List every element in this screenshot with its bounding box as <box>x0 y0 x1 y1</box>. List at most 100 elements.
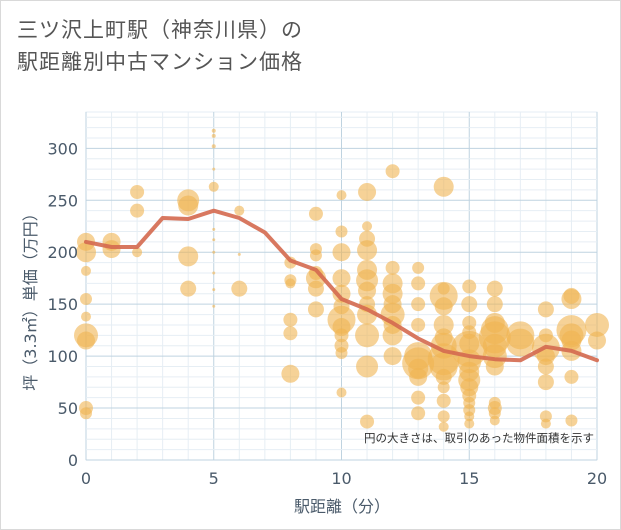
trend-layer <box>84 208 599 363</box>
bubble-point <box>437 410 450 423</box>
bubble-point <box>436 393 451 408</box>
chart-title-line-2: 駅距離別中古マンション価格 <box>17 50 303 74</box>
bubble-point <box>212 238 216 242</box>
bubble-point <box>332 284 351 303</box>
bubble-point <box>234 205 245 216</box>
y-tick-label: 150 <box>47 295 78 314</box>
bubble-point <box>231 280 248 297</box>
x-axis-label: 駅距離（分） <box>294 497 390 516</box>
bubble-point <box>435 368 452 385</box>
bubble-point <box>335 347 348 360</box>
bubble-point <box>485 357 504 376</box>
trend-line <box>84 208 599 363</box>
bubble-point <box>309 249 322 262</box>
bubble-point <box>537 358 554 375</box>
bubble-point <box>540 418 551 429</box>
bubble-point <box>285 278 296 289</box>
bubble-point <box>362 221 373 232</box>
bubble-point <box>332 243 351 262</box>
bubble-point <box>565 414 578 427</box>
bubble-point <box>212 250 216 254</box>
bubble-point <box>564 369 579 384</box>
bubble-point <box>411 276 426 291</box>
bubble-point <box>383 347 402 366</box>
bubble-point <box>336 190 347 201</box>
bubble-point <box>588 331 606 350</box>
bubble-point <box>409 367 428 386</box>
bubble-point <box>438 421 449 432</box>
bubble-point <box>357 304 378 325</box>
x-tick-label: 0 <box>81 469 91 488</box>
x-tick-label: 20 <box>587 469 607 488</box>
bubble-point <box>358 182 377 201</box>
bubble-point <box>412 261 425 274</box>
bubble-point <box>360 414 375 429</box>
bubble-point <box>464 418 475 429</box>
bubble-point <box>336 387 347 398</box>
bubble-point <box>355 323 380 348</box>
bubble-point <box>488 407 501 420</box>
bubble-point <box>307 280 324 297</box>
bubble-point <box>307 301 324 318</box>
bubble-point <box>411 317 426 332</box>
bubble-point <box>585 312 609 337</box>
bubble-point <box>212 167 216 171</box>
bubble-point <box>211 128 216 133</box>
y-tick-label: 100 <box>47 347 78 366</box>
bubble-point <box>211 133 216 138</box>
bubble-point <box>81 265 91 276</box>
bubble-point <box>461 296 478 313</box>
bubble-point <box>212 271 216 275</box>
bubble-point <box>180 280 197 297</box>
bubble-point <box>102 240 121 259</box>
y-tick-label: 50 <box>58 399 78 418</box>
bubble-point <box>356 355 379 378</box>
bubble-point <box>335 225 348 238</box>
bubble-point <box>237 252 241 256</box>
y-tick-label: 0 <box>68 451 78 470</box>
bubble-point <box>411 390 426 405</box>
bubble-point <box>539 410 552 423</box>
bubble-point <box>537 374 554 391</box>
y-axis-label: 坪（3.3㎡）単価（万円） <box>21 205 40 390</box>
bubble-point <box>358 281 377 300</box>
bubble-point <box>77 331 95 350</box>
bubble-point <box>76 242 96 263</box>
bubble-point <box>212 304 216 308</box>
x-tick-label: 10 <box>331 469 351 488</box>
bubble-point <box>537 301 554 318</box>
bubble-point <box>208 181 219 192</box>
bubble-point <box>561 288 582 309</box>
bubble-point <box>308 206 323 221</box>
x-tick-label: 15 <box>459 469 479 488</box>
bubble-point <box>132 247 143 258</box>
bubble-point <box>283 312 298 327</box>
bubble-point <box>489 415 500 426</box>
bubble-point <box>178 195 199 216</box>
chart-title: 三ツ沢上町駅（神奈川県）の 駅距離別中古マンション価格 <box>17 14 303 78</box>
y-tick-label: 250 <box>47 191 78 210</box>
bubble-point <box>464 411 475 422</box>
bubble-point <box>212 227 216 231</box>
bubble-point <box>357 240 378 261</box>
y-tick-label: 300 <box>47 139 78 158</box>
bubble-point <box>462 279 477 294</box>
bubble-point <box>486 296 503 313</box>
bubble-point <box>411 406 426 421</box>
bubble-point <box>81 311 91 322</box>
bubble-point <box>411 297 426 312</box>
bubble-point <box>385 164 400 179</box>
bubble-point <box>437 381 450 394</box>
bubble-point <box>178 246 199 267</box>
bubble-point <box>434 297 453 316</box>
bubble-point <box>385 260 400 275</box>
bubble-point <box>130 203 145 218</box>
bubble-point <box>212 288 216 292</box>
bubble-point <box>80 292 92 305</box>
bubble-point <box>382 325 403 346</box>
x-tick-label: 5 <box>209 469 219 488</box>
bubble-point <box>130 184 145 199</box>
